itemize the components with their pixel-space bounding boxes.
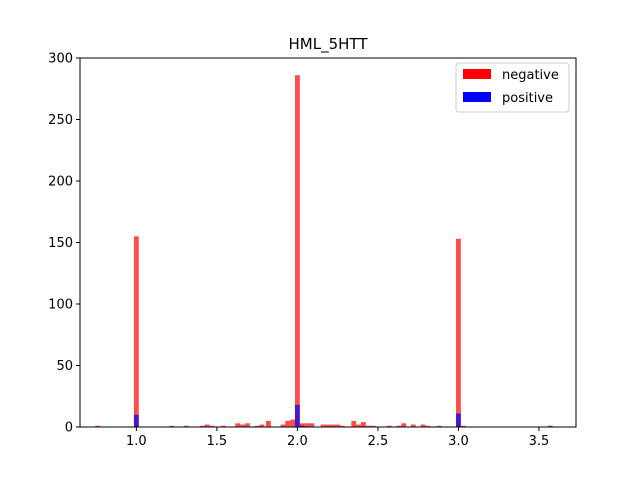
bar-negative-28 [361, 422, 366, 427]
y-tick-label: 150 [48, 236, 73, 251]
y-tick-label: 50 [56, 359, 73, 374]
bar-negative-37 [436, 425, 442, 427]
y-axis: 0 50 100 150 200 250 300 [48, 52, 80, 436]
bar-negative-7 [220, 425, 226, 427]
bar-positive-1 [294, 404, 300, 427]
bar-negative-30 [370, 425, 376, 427]
bar-negative-2 [169, 425, 175, 427]
legend-swatch-negative [463, 69, 491, 79]
bar-negative-33 [401, 423, 407, 427]
bar-negative-1 [133, 236, 139, 427]
bars-layer [95, 75, 553, 427]
legend: negative positive [455, 62, 570, 113]
bar-negative-21 [320, 424, 326, 427]
bar-negative-16 [290, 419, 295, 427]
bar-negative-12 [259, 424, 265, 427]
legend-swatch-positive [463, 92, 491, 102]
bar-negative-32 [396, 425, 402, 427]
y-tick-label: 250 [48, 113, 73, 128]
y-tick-label: 100 [48, 298, 73, 313]
bar-negative-18 [299, 423, 305, 427]
y-tick-label: 300 [48, 52, 73, 67]
x-tick-label: 2.0 [287, 434, 308, 449]
bar-negative-9 [240, 424, 246, 427]
bar-negative-25 [340, 425, 345, 427]
bar-negative-17 [294, 75, 300, 427]
x-tick-label: 1.5 [207, 434, 228, 449]
bar-negative-36 [425, 425, 431, 427]
bar-negative-26 [351, 420, 357, 427]
bar-negative-29 [365, 425, 371, 427]
bar-negative-15 [285, 420, 291, 427]
bar-negative-38 [456, 238, 461, 427]
bar-negative-34 [410, 424, 416, 427]
x-tick-label: 1.0 [126, 434, 147, 449]
bar-positive-4 [547, 425, 553, 427]
legend-label-positive: positive [502, 91, 553, 106]
bar-negative-31 [386, 425, 392, 427]
x-tick-label: 3.5 [529, 434, 550, 449]
x-tick-label: 3.0 [448, 434, 469, 449]
bar-negative-19 [304, 423, 310, 427]
bar-negative-14 [280, 424, 286, 427]
bar-positive-0 [133, 414, 139, 427]
bar-negative-23 [330, 424, 336, 427]
bar-negative-8 [235, 423, 241, 427]
bar-positive-2 [299, 425, 305, 427]
y-tick-label: 200 [48, 175, 73, 190]
legend-label-negative: negative [502, 68, 559, 83]
bar-negative-27 [356, 424, 362, 427]
x-axis: 1.0 1.5 2.0 2.5 3.0 3.5 [126, 427, 549, 449]
bar-negative-4 [199, 425, 205, 427]
bar-negative-10 [245, 423, 250, 427]
bar-negative-0 [95, 425, 101, 427]
bar-negative-13 [266, 420, 271, 427]
bar-negative-20 [309, 423, 315, 427]
bar-negative-11 [254, 425, 260, 427]
bar-positive-3 [456, 413, 461, 427]
bar-negative-39 [460, 425, 466, 427]
chart-title: HML_5HTT [289, 35, 369, 54]
x-tick-label: 2.5 [368, 434, 389, 449]
bar-negative-3 [183, 425, 189, 427]
bar-negative-24 [335, 424, 341, 427]
bar-negative-35 [420, 424, 426, 427]
y-tick-label: 0 [65, 421, 73, 436]
bar-negative-5 [204, 424, 210, 427]
bar-negative-6 [209, 425, 215, 427]
bar-negative-22 [325, 424, 331, 427]
